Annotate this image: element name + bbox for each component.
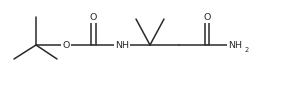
Text: O: O xyxy=(89,12,97,22)
Text: NH: NH xyxy=(228,40,242,49)
Text: O: O xyxy=(62,40,70,49)
Text: NH: NH xyxy=(115,40,129,49)
Text: 2: 2 xyxy=(244,48,249,53)
Text: O: O xyxy=(203,12,211,22)
